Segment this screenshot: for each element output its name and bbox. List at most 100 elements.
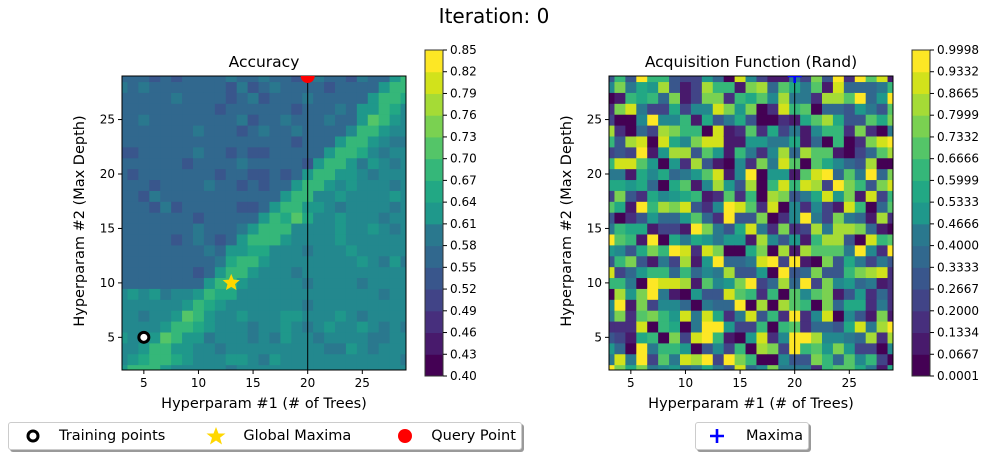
contour-cell [400, 92, 406, 104]
contour-cell [400, 310, 406, 322]
contour-cell [324, 81, 336, 93]
contour-cell [335, 321, 347, 333]
contour-cell [832, 190, 845, 202]
contour-cell [193, 114, 205, 126]
contour-cell [214, 190, 227, 202]
contour-cell [122, 212, 129, 224]
contour-cell [680, 76, 692, 83]
contour-cell [854, 146, 867, 159]
contour-cell [680, 146, 692, 159]
contour-cell [379, 60, 391, 71]
contour-cell [313, 288, 325, 300]
contour-cell [149, 342, 161, 355]
contour-cell [811, 157, 823, 170]
colorbar-band [425, 310, 443, 334]
contour-cell [367, 125, 380, 137]
contour-cell [734, 331, 747, 344]
contour-cell [832, 157, 845, 170]
contour-cell [832, 146, 845, 159]
contour-cell [269, 310, 281, 322]
contour-cell [247, 331, 260, 344]
contour-cell [335, 244, 347, 257]
contour-cell [778, 266, 790, 279]
contour-cell [367, 266, 380, 279]
contour-cell [614, 331, 626, 344]
contour-cell [636, 81, 648, 93]
contour-cell [680, 157, 692, 170]
contour-cell [898, 169, 910, 180]
contour-cell [411, 125, 423, 136]
contour-cell [269, 299, 281, 311]
colorbar-tick-label: 0.1334 [937, 326, 979, 340]
contour-cell [345, 277, 358, 289]
y-tick-label: 5 [107, 330, 115, 344]
contour-cell [658, 288, 670, 300]
contour-cell [647, 135, 659, 148]
acquisition-field [609, 76, 910, 370]
contour-cell [149, 125, 161, 137]
contour-cell [122, 201, 129, 213]
contour-cell [203, 331, 216, 344]
contour-cell [368, 60, 380, 71]
contour-cell [745, 288, 758, 300]
contour-cell [712, 76, 725, 83]
contour-cell [171, 76, 183, 83]
contour-cell [669, 353, 681, 366]
contour-cell [822, 364, 834, 370]
contour-cell [723, 76, 736, 83]
contour-cell [269, 321, 281, 333]
contour-cell [636, 114, 648, 126]
contour-cell [636, 299, 648, 311]
plot-frame [121, 75, 407, 371]
contour-cell [865, 266, 878, 279]
contour-cell [313, 266, 325, 279]
contour-cell [127, 255, 139, 268]
contour-cell [614, 266, 626, 279]
contour-cell [411, 71, 423, 82]
contour-cell [356, 201, 369, 213]
contour-cell [614, 168, 626, 181]
contour-cell [236, 76, 249, 83]
contour-cell [843, 266, 856, 279]
contour-cell [625, 81, 637, 93]
contour-cell [193, 92, 205, 104]
contour-cell [291, 103, 303, 115]
contour-cell [767, 114, 779, 126]
contour-cell [127, 125, 139, 137]
contour-cell [291, 114, 303, 126]
contour-cell [778, 310, 790, 322]
contour-cell [832, 266, 845, 279]
contour-cell [832, 201, 845, 213]
contour-cell [680, 103, 692, 115]
contour-cell [680, 288, 692, 300]
contour-cell [767, 255, 779, 268]
contour-cell [335, 92, 347, 104]
contour-cell [734, 146, 747, 159]
contour-cell [378, 364, 391, 370]
contour-cell [636, 168, 648, 181]
contour-cell [214, 255, 227, 268]
contour-cell [367, 81, 380, 93]
contour-cell [647, 114, 659, 126]
contour-cell [756, 76, 768, 83]
contour-cell [400, 266, 406, 279]
contour-cell [378, 135, 391, 148]
contour-cell [214, 76, 227, 83]
contour-cell [669, 266, 681, 279]
contour-cell [389, 321, 402, 333]
contour-cell [636, 179, 648, 191]
contour-cell [854, 299, 867, 311]
contour-cell [614, 255, 626, 268]
contour-cell [214, 179, 227, 191]
contour-cell [647, 201, 659, 213]
contour-cell [625, 103, 637, 115]
contour-cell [854, 168, 867, 181]
contour-cell [389, 179, 402, 191]
colorbar-tick-label: 0.46 [450, 326, 477, 340]
acquisition-legend: Maxima [695, 422, 809, 450]
contour-cell [291, 342, 303, 355]
contour-cell [411, 343, 423, 354]
contour-cell [865, 244, 878, 257]
contour-cell [658, 223, 670, 235]
contour-cell [800, 364, 812, 370]
